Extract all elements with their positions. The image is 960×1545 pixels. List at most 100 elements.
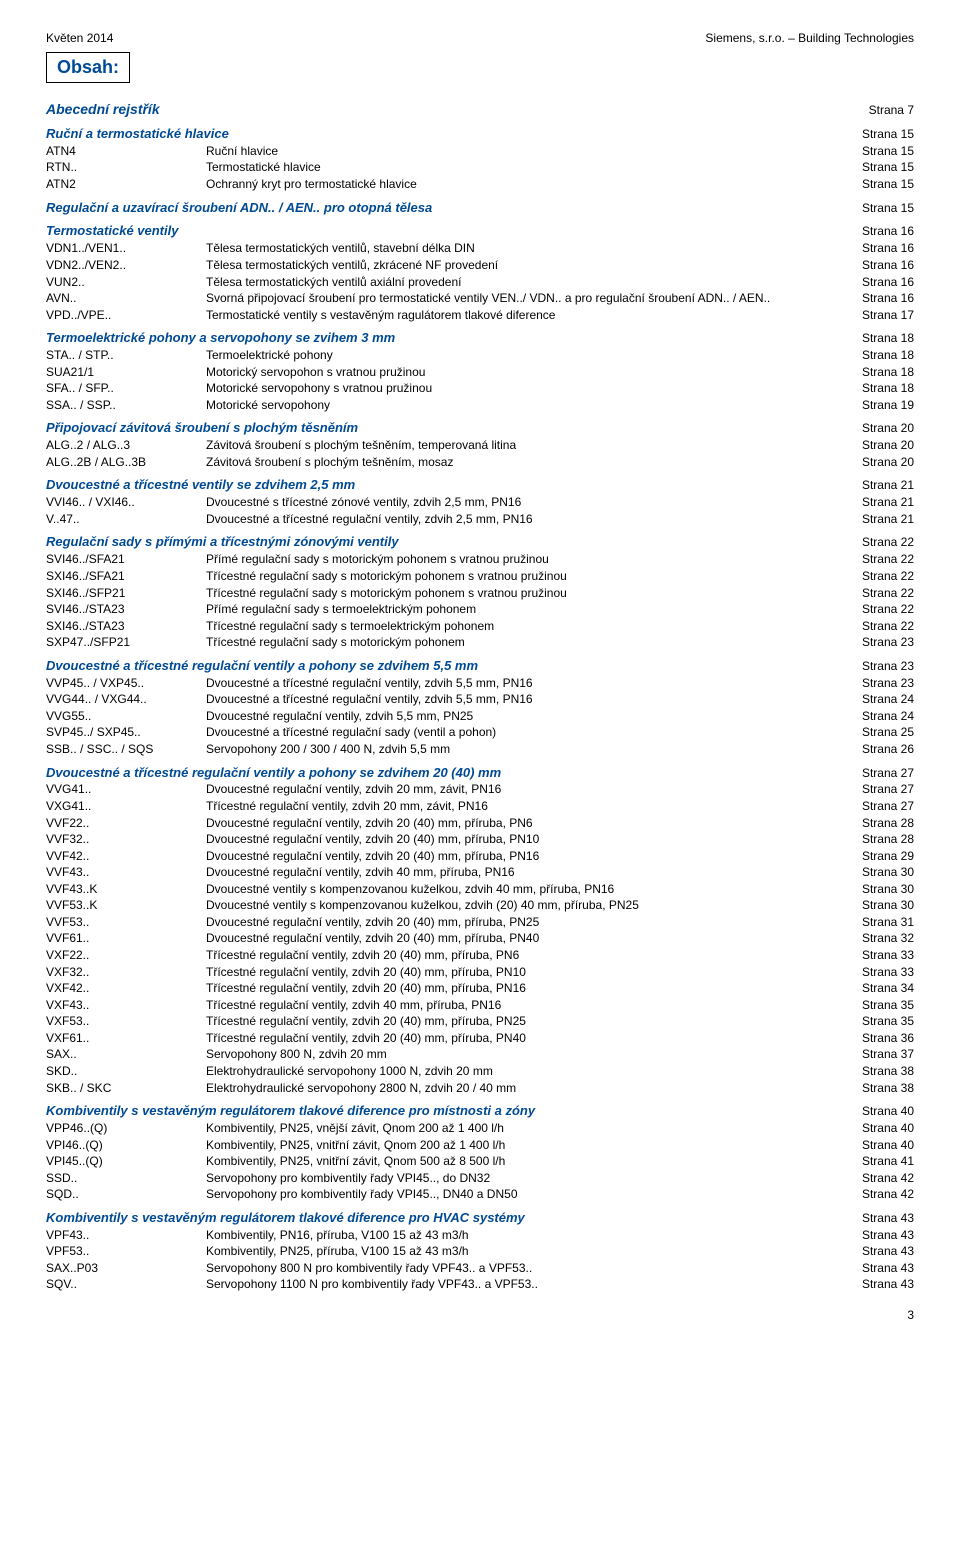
strana-num: 20 bbox=[901, 421, 914, 435]
strana-num: 40 bbox=[901, 1121, 914, 1135]
row-page: Strana 22 bbox=[862, 551, 914, 567]
strana-num: 18 bbox=[901, 365, 914, 379]
strana-label: Strana bbox=[862, 1154, 897, 1168]
strana-label: Strana bbox=[862, 1121, 897, 1135]
row-page: Strana 27 bbox=[862, 798, 914, 814]
strana-num: 15 bbox=[901, 127, 914, 141]
section-title: Připojovací závitová šroubení s plochým … bbox=[46, 419, 358, 437]
strana-label: Strana bbox=[862, 421, 897, 435]
row-page: Strana 23 bbox=[862, 675, 914, 691]
strana-num: 19 bbox=[901, 398, 914, 412]
strana-label: Strana bbox=[862, 981, 897, 995]
strana-num: 30 bbox=[901, 882, 914, 896]
strana-num: 22 bbox=[901, 535, 914, 549]
row-code: VUN2.. bbox=[46, 274, 206, 290]
strana-num: 43 bbox=[901, 1277, 914, 1291]
row-desc: Servopohony 800 N pro kombiventily řady … bbox=[206, 1260, 532, 1276]
row-page: Strana 22 bbox=[862, 601, 914, 617]
row-desc: Tělesa termostatických ventilů, zkrácené… bbox=[206, 257, 498, 273]
strana-label: Strana bbox=[862, 1187, 897, 1201]
strana-label: Strana bbox=[862, 160, 897, 174]
row-desc: Dvoucestné regulační ventily, zdvih 20 (… bbox=[206, 848, 539, 864]
row-code: VDN2../VEN2.. bbox=[46, 257, 206, 273]
section-title: Termostatické ventily bbox=[46, 222, 178, 240]
strana-label: Strana bbox=[862, 1228, 897, 1242]
row-desc: Dvoucestné regulační ventily, zdvih 20 (… bbox=[206, 930, 539, 946]
strana-label: Strana bbox=[862, 258, 897, 272]
strana-num: 28 bbox=[901, 832, 914, 846]
row-page: Strana 36 bbox=[862, 1030, 914, 1046]
row-page: Strana 29 bbox=[862, 848, 914, 864]
row-code: AVN.. bbox=[46, 290, 206, 306]
row-code: SKD.. bbox=[46, 1063, 206, 1079]
row-desc: Dvoucestné a třícestné regulační ventily… bbox=[206, 691, 533, 707]
strana-label: Strana bbox=[862, 1138, 897, 1152]
row-desc: Termostatické hlavice bbox=[206, 159, 321, 175]
strana-label: Strana bbox=[862, 816, 897, 830]
strana-num: 30 bbox=[901, 898, 914, 912]
strana-num: 43 bbox=[901, 1244, 914, 1258]
row-desc: Servopohony pro kombiventily řady VPI45.… bbox=[206, 1170, 490, 1186]
row-code: ATN2 bbox=[46, 176, 206, 192]
row-code: SQV.. bbox=[46, 1276, 206, 1292]
strana-label: Strana bbox=[862, 455, 897, 469]
row-code: VVG41.. bbox=[46, 781, 206, 797]
row-desc: Přímé regulační sady s termoelektrickým … bbox=[206, 601, 476, 617]
strana-num: 33 bbox=[901, 948, 914, 962]
strana-label: Strana bbox=[862, 725, 897, 739]
strana-num: 34 bbox=[901, 981, 914, 995]
row-desc: Třícestné regulační sady s motorickým po… bbox=[206, 568, 567, 584]
row-code: VVG44.. / VXG44.. bbox=[46, 691, 206, 707]
row-page: Strana 22 bbox=[862, 568, 914, 584]
row-desc: Dvoucestné regulační ventily, zdvih 5,5 … bbox=[206, 708, 473, 724]
row-code: SSA.. / SSP.. bbox=[46, 397, 206, 413]
strana-label: Strana bbox=[862, 1064, 897, 1078]
row-page: Strana 22 bbox=[862, 585, 914, 601]
row-desc: Motorické servopohony bbox=[206, 397, 330, 413]
header-right: Siemens, s.r.o. – Building Technologies bbox=[705, 30, 914, 46]
page-number: 3 bbox=[46, 1307, 914, 1323]
row-page: Strana 40 bbox=[862, 1120, 914, 1136]
row-code: VXF61.. bbox=[46, 1030, 206, 1046]
row-desc: Dvoucestné ventily s kompenzovanou kužel… bbox=[206, 897, 639, 913]
row-code: VVF53.. bbox=[46, 914, 206, 930]
row-desc: Dvoucestné a třícestné regulační ventily… bbox=[206, 675, 533, 691]
section-title: Ruční a termostatické hlavice bbox=[46, 125, 229, 143]
row-desc: Kombiventily, PN25, vnější závit, Qnom 2… bbox=[206, 1120, 504, 1136]
row-code: STA.. / STP.. bbox=[46, 347, 206, 363]
row-code: SSB.. / SSC.. / SQS bbox=[46, 741, 206, 757]
strana-num: 20 bbox=[901, 455, 914, 469]
row-page: Strana 30 bbox=[862, 881, 914, 897]
strana-label: Strana bbox=[862, 1277, 897, 1291]
row-page: Strana 19 bbox=[862, 397, 914, 413]
strana-label: Strana bbox=[862, 381, 897, 395]
row-desc: Třícestné regulační ventily, zdvih 40 mm… bbox=[206, 997, 501, 1013]
section-title: Regulační a uzavírací šroubení ADN.. / A… bbox=[46, 199, 432, 217]
section-page: Strana 20 bbox=[862, 420, 914, 436]
strana-num: 27 bbox=[901, 766, 914, 780]
strana-label: Strana bbox=[862, 948, 897, 962]
row-page: Strana 27 bbox=[862, 781, 914, 797]
header-left: Květen 2014 bbox=[46, 30, 113, 46]
strana-num: 20 bbox=[901, 438, 914, 452]
row-page: Strana 15 bbox=[862, 159, 914, 175]
row-page: Strana 31 bbox=[862, 914, 914, 930]
strana-label: Strana bbox=[862, 308, 897, 322]
row-desc: Svorná připojovací šroubení pro termosta… bbox=[206, 290, 770, 306]
strana-label: Strana bbox=[862, 832, 897, 846]
obsah-title: Obsah: bbox=[46, 52, 130, 83]
row-desc: Motorický servopohon s vratnou pružinou bbox=[206, 364, 425, 380]
row-page: Strana 18 bbox=[862, 380, 914, 396]
strana-label: Strana bbox=[862, 1047, 897, 1061]
row-code: VPI45..(Q) bbox=[46, 1153, 206, 1169]
row-desc: Třícestné regulační sady s motorickým po… bbox=[206, 585, 567, 601]
row-desc: Dvoucestné ventily s kompenzovanou kužel… bbox=[206, 881, 614, 897]
strana-num: 40 bbox=[901, 1138, 914, 1152]
section-page: Strana 15 bbox=[862, 126, 914, 142]
section-title: Dvoucestné a třícestné ventily se zdvihe… bbox=[46, 476, 355, 494]
row-page: Strana 43 bbox=[862, 1276, 914, 1292]
row-code: VXF42.. bbox=[46, 980, 206, 996]
strana-label: Strana bbox=[862, 1081, 897, 1095]
row-desc: Kombiventily, PN25, vnitřní závit, Qnom … bbox=[206, 1137, 505, 1153]
strana-num: 15 bbox=[901, 144, 914, 158]
